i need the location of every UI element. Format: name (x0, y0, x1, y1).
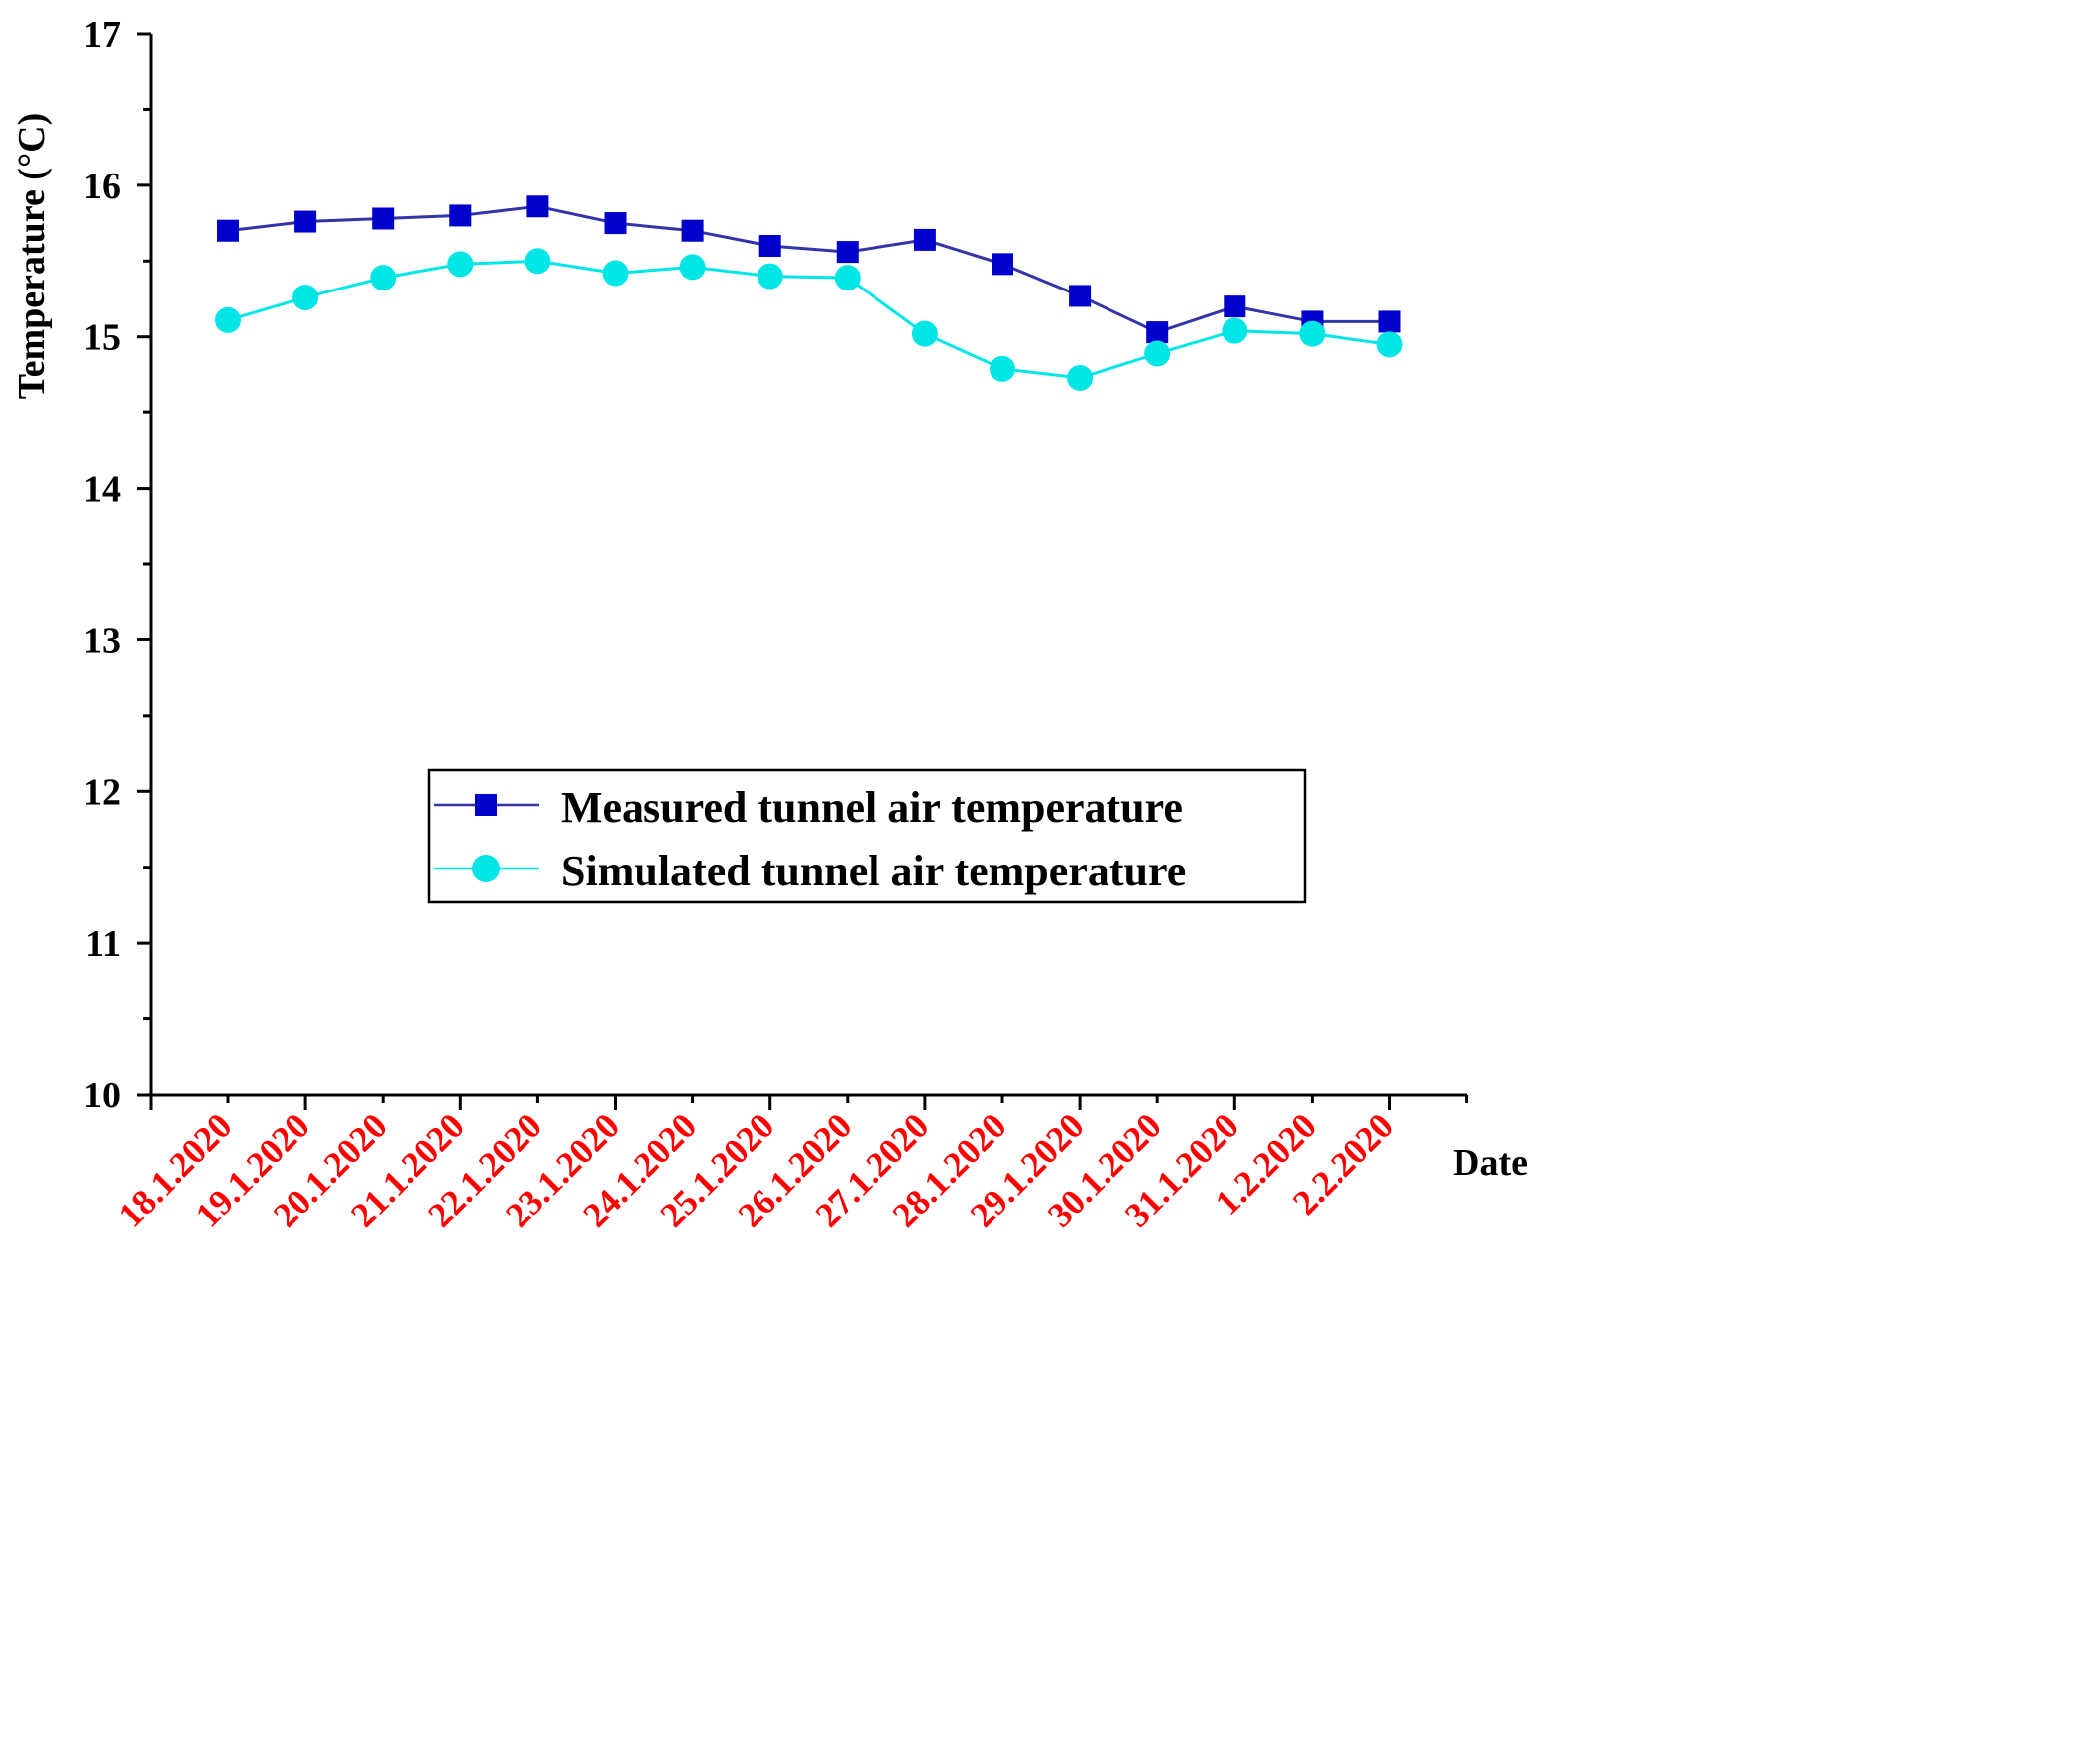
simulated-point (447, 251, 474, 278)
simulated-point (1299, 320, 1326, 347)
measured-point (913, 228, 936, 251)
legend-label-simulated: Simulated tunnel air temperature (561, 847, 1186, 895)
measured-point (1146, 321, 1169, 344)
y-tick-label: 17 (83, 14, 121, 56)
simulated-point (1144, 340, 1171, 367)
legend-marker-simulated (472, 855, 500, 882)
y-tick-label: 10 (83, 1075, 121, 1116)
measured-point (449, 204, 472, 227)
measured-point (526, 195, 549, 218)
legend-marker-measured (475, 794, 497, 816)
simulated-point (525, 248, 551, 275)
simulated-point (911, 320, 938, 347)
y-tick-label: 14 (83, 469, 121, 511)
simulated-series-line (227, 259, 1390, 380)
simulated-point (757, 263, 783, 290)
measured-point (1224, 295, 1246, 318)
measured-point (1069, 285, 1092, 307)
simulated-point (1376, 331, 1403, 358)
y-axis-title: Temperature (°C) (11, 113, 53, 400)
y-tick-label: 16 (83, 166, 121, 207)
y-tick-label: 11 (85, 923, 121, 965)
line-chart: 101112131415161718.1.202019.1.202020.1.2… (11, 14, 1528, 1234)
simulated-point (834, 265, 861, 291)
measured-point (758, 235, 781, 257)
axes-layer: 101112131415161718.1.202019.1.202020.1.2… (83, 14, 1469, 1234)
measured-point (992, 253, 1013, 276)
measured-point (1378, 310, 1401, 333)
simulated-point (370, 265, 397, 291)
y-tick-label: 13 (83, 620, 121, 661)
legend: Measured tunnel air temperature Simulate… (427, 768, 1307, 904)
measured-point (217, 219, 239, 242)
measured-point (681, 219, 704, 242)
measured-point (294, 210, 317, 233)
simulated-point (602, 260, 629, 287)
simulated-point (292, 284, 319, 310)
simulated-point (1067, 364, 1094, 391)
x-axis-title: Date (1453, 1142, 1528, 1184)
simulated-point (1222, 317, 1248, 344)
chart-container: 10 11 12 13 14 15 16 17 18.1.2020 19.1.2020 20.1.2… (11, 14, 1528, 1234)
simulated-point (215, 306, 241, 333)
legend-label-measured: Measured tunnel air temperature (561, 783, 1183, 832)
simulated-point (990, 355, 1015, 382)
legend-frame (427, 768, 1307, 904)
simulated-point (679, 254, 706, 281)
y-tick-label: 12 (83, 771, 121, 813)
measured-point (372, 207, 395, 230)
measured-series-line (227, 204, 1390, 334)
y-tick-label: 15 (83, 317, 121, 359)
measured-point (604, 212, 627, 235)
measured-point (836, 241, 859, 264)
series-layer (215, 195, 1403, 391)
